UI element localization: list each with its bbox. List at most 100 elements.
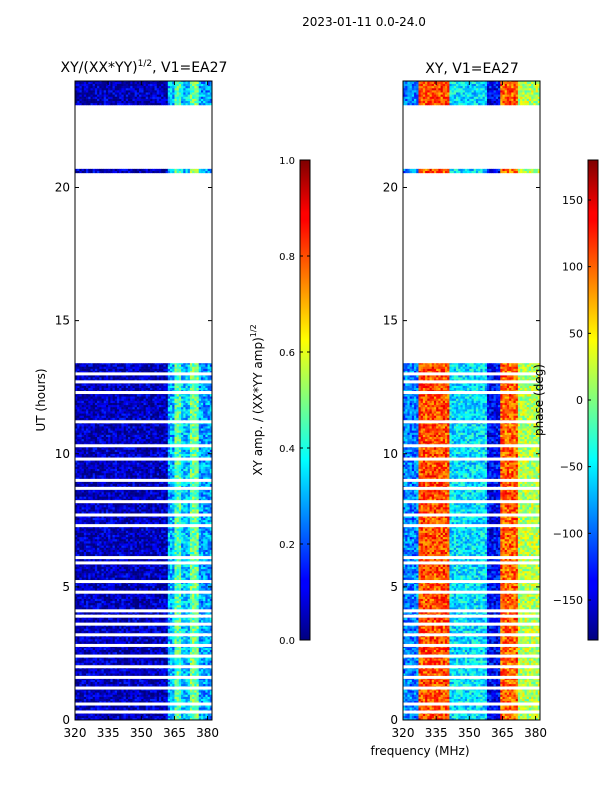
left-heatmap-cell [79,671,82,674]
left-heatmap-cell [176,573,180,576]
left-heatmap-cell [156,668,160,672]
left-heatmap-cell [90,553,93,557]
left-heatmap-cell [139,679,142,682]
left-heatmap-cell [174,551,177,555]
left-heatmap-cell [183,696,186,699]
left-heatmap-cell [203,611,206,614]
left-heatmap-cell [112,566,116,570]
left-heatmap-cell [198,715,202,719]
left-heatmap-cell [196,662,200,665]
left-heatmap-cell [77,639,80,642]
left-heatmap-cell [79,673,82,676]
left-heatmap-cell [112,602,116,606]
left-heatmap-cell [196,602,200,606]
left-heatmap-cell [194,564,197,567]
left-heatmap-cell [130,547,133,550]
left-heatmap-cell [174,649,177,653]
left-heatmap-cell [156,639,160,642]
left-heatmap-cell [99,681,102,685]
left-heatmap-cell [198,626,202,629]
left-heatmap-cell [205,649,208,653]
left-heatmap-cell [189,607,193,610]
left-heatmap-cell [185,707,188,710]
left-heatmap-cell [105,628,109,631]
left-heatmap-cell [123,587,127,591]
left-heatmap-cell [165,564,169,567]
left-heatmap-cell [128,641,131,644]
left-heatmap-cell [103,715,107,719]
left-heatmap-cell [130,585,133,589]
left-heatmap-cell [172,690,175,693]
left-heatmap-cell [116,583,120,587]
left-heatmap-cell [147,658,151,661]
left-heatmap-cell [119,649,122,653]
left-heatmap-cell [170,568,173,572]
left-heatmap-cell [141,573,144,576]
left-heatmap-cell [152,594,155,597]
left-heatmap-cell [116,604,120,608]
left-heatmap-cell [198,587,202,591]
left-heatmap-cell [189,604,193,608]
left-heatmap-cell [172,617,175,621]
left-heatmap-cell [130,558,133,561]
left-heatmap-cell [81,619,85,623]
left-heatmap-cell [90,547,93,550]
left-heatmap-cell [143,607,147,610]
left-heatmap-cell [163,564,166,567]
left-heatmap-cell [165,679,169,682]
left-heatmap-cell [114,568,118,572]
left-heatmap-cell [110,660,113,663]
left-title-main: XY/(XX*YY) [61,60,138,76]
left-heatmap-cell [123,707,127,710]
left-heatmap-cell [200,628,204,631]
left-heatmap-cell [174,690,177,693]
left-heatmap-cell [112,694,116,697]
left-heatmap-cell [172,568,175,572]
left-heatmap-cell [192,641,195,644]
left-heatmap-cell [203,594,206,597]
left-heatmap-cell [185,717,188,720]
left-heatmap-cell [209,692,212,695]
left-heatmap-cell [154,551,158,555]
left-heatmap-cell [139,626,142,629]
left-heatmap-cell [112,594,116,597]
left-heatmap-cell [209,558,212,561]
left-heatmap-cell [86,683,89,687]
left-heatmap-cell [183,707,186,710]
left-heatmap-cell [192,707,195,710]
left-heatmap-cell [189,639,193,642]
left-heatmap-cell [207,681,211,685]
left-heatmap-cell [150,619,153,623]
left-heatmap-cell [125,577,129,580]
left-heatmap-cell [167,649,171,653]
left-heatmap-cell [161,600,164,604]
left-heatmap-cell [108,549,111,553]
left-heatmap-cell [161,617,164,621]
left-heatmap-cell [99,698,102,702]
left-heatmap-cell [108,700,111,704]
left-heatmap-cell [167,713,171,717]
left-heatmap-cell [207,628,211,631]
left-heatmap-cell [170,549,173,553]
left-heatmap-cell [136,573,140,576]
left-heatmap-cell [119,698,122,702]
left-heatmap-cell [198,683,202,687]
left-heatmap-cell [143,636,147,640]
left-heatmap-cell [174,587,177,591]
left-heatmap-cell [154,717,158,720]
left-heatmap-cell [145,660,149,663]
left-heatmap-cell [125,696,129,699]
left-heatmap-cell [189,570,193,574]
left-heatmap-cell [178,570,182,574]
left-heatmap-cell [92,705,96,708]
left-heatmap-cell [139,668,142,672]
left-heatmap-cell [86,662,89,665]
left-heatmap-cell [185,651,188,655]
left-heatmap-cell [187,594,191,597]
left-heatmap-cell [83,604,87,608]
left-heatmap-cell [161,587,164,591]
left-heatmap-cell [163,651,166,655]
left-heatmap-cell [92,628,96,631]
left-heatmap-cell [165,671,169,674]
left-heatmap-cell [205,558,208,561]
